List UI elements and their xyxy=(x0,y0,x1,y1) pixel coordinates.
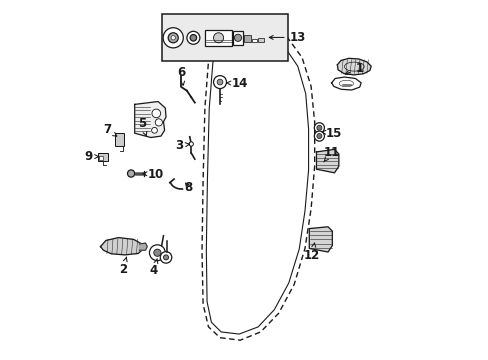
Polygon shape xyxy=(139,243,147,250)
Text: 13: 13 xyxy=(269,31,305,44)
Bar xyxy=(232,31,243,45)
Circle shape xyxy=(153,249,161,256)
Text: 7: 7 xyxy=(102,123,117,136)
Text: 15: 15 xyxy=(321,127,341,140)
Text: 9: 9 xyxy=(85,150,99,163)
Circle shape xyxy=(163,28,183,48)
Circle shape xyxy=(155,119,162,126)
Bar xyxy=(244,35,250,42)
Circle shape xyxy=(186,31,200,44)
Bar xyxy=(115,133,123,146)
Circle shape xyxy=(149,245,165,261)
Circle shape xyxy=(152,109,160,118)
Circle shape xyxy=(171,36,175,40)
Text: 1: 1 xyxy=(345,62,363,75)
Bar xyxy=(204,30,231,46)
Circle shape xyxy=(189,142,193,146)
Polygon shape xyxy=(101,238,142,255)
Circle shape xyxy=(213,76,226,89)
Text: 14: 14 xyxy=(226,77,248,90)
Bar xyxy=(162,14,287,61)
Text: 3: 3 xyxy=(175,139,189,152)
Circle shape xyxy=(160,252,171,263)
Polygon shape xyxy=(309,227,332,252)
Text: 6: 6 xyxy=(177,66,185,85)
Circle shape xyxy=(316,125,321,130)
Bar xyxy=(99,156,103,160)
Circle shape xyxy=(234,34,241,41)
Circle shape xyxy=(314,123,324,133)
Bar xyxy=(257,38,264,42)
Bar xyxy=(251,39,257,42)
Circle shape xyxy=(127,170,134,177)
Text: 12: 12 xyxy=(304,243,320,262)
Polygon shape xyxy=(331,77,361,90)
Circle shape xyxy=(151,127,157,133)
Circle shape xyxy=(217,79,223,85)
Text: 5: 5 xyxy=(138,117,146,136)
Text: 10: 10 xyxy=(142,168,164,181)
Text: 11: 11 xyxy=(323,146,339,162)
Circle shape xyxy=(190,35,196,41)
Circle shape xyxy=(314,131,324,141)
Polygon shape xyxy=(316,149,338,173)
Circle shape xyxy=(163,255,168,260)
Text: 2: 2 xyxy=(119,257,127,276)
Polygon shape xyxy=(337,58,370,75)
Circle shape xyxy=(213,33,223,43)
Circle shape xyxy=(168,33,178,43)
Polygon shape xyxy=(134,102,166,138)
Text: 8: 8 xyxy=(184,181,192,194)
Text: 4: 4 xyxy=(149,259,158,277)
Circle shape xyxy=(316,134,321,139)
Bar xyxy=(98,153,108,161)
